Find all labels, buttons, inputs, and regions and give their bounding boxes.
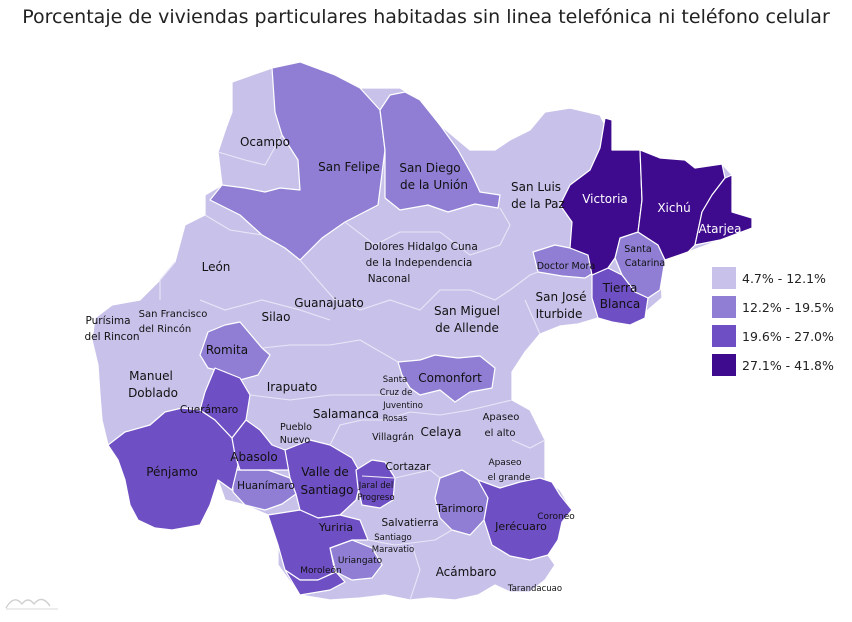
label-manuel-1: Manuel	[129, 369, 173, 383]
label-dolores-1: Dolores Hidalgo Cuna	[364, 241, 478, 253]
label-xichu: Xichú	[657, 201, 690, 215]
label-san-diego-1: San Diego	[399, 161, 460, 175]
label-jaral-1: Jaral del	[358, 481, 393, 491]
label-apaseo-grande-2: el grande	[488, 473, 531, 483]
label-salvatierra: Salvatierra	[381, 517, 438, 529]
label-tarimoro: Tarimoro	[435, 502, 484, 515]
legend-swatch	[712, 354, 736, 376]
label-salamanca: Salamanca	[313, 407, 379, 421]
label-celaya: Celaya	[421, 425, 462, 439]
legend-item: 4.7% - 12.1%	[712, 267, 834, 289]
legend-label: 4.7% - 12.1%	[742, 270, 826, 286]
label-purisima-1: Purísima	[85, 315, 130, 327]
region-huanimaro	[231, 469, 297, 511]
chart-title: Porcentaje de viviendas particulares hab…	[22, 6, 830, 28]
legend-item: 27.1% - 41.8%	[712, 354, 834, 376]
label-guanajuato: Guanajuato	[294, 296, 364, 310]
label-doctor-mora: Doctor Mora	[537, 261, 596, 272]
label-apaseo-grande-1: Apaseo	[488, 458, 522, 468]
label-san-francisco-1: San Francisco	[139, 309, 208, 320]
label-san-miguel-1: San Miguel	[434, 304, 500, 318]
label-penjamo: Pénjamo	[146, 465, 198, 479]
label-irapuato: Irapuato	[267, 380, 317, 394]
label-valle-2: Santiago	[301, 483, 354, 497]
region-uriangato	[329, 539, 383, 581]
label-acambaro: Acámbaro	[436, 565, 497, 579]
label-san-luis-2: de la Paz	[511, 197, 565, 211]
label-jerecuaro: Jerécuaro	[494, 520, 547, 533]
label-santa-catarina-1: Santa	[624, 244, 651, 255]
label-san-jose-1: San José	[536, 290, 587, 304]
label-comonfort: Comonfort	[418, 371, 482, 385]
legend: 4.7% - 12.1% 12.2% - 19.5% 19.6% - 27.0%…	[712, 267, 834, 383]
legend-swatch	[712, 296, 736, 318]
region-moroleon	[284, 569, 346, 596]
label-san-diego-2: de la Unión	[400, 178, 468, 192]
label-tierra-blanca-1: Tierra	[602, 281, 638, 295]
region-jaral-del-progreso	[355, 459, 396, 509]
label-huanimaro: Huanímaro	[237, 480, 295, 492]
label-san-jose-2: Iturbide	[536, 307, 583, 321]
label-dolores-2: de la Independencia	[366, 257, 473, 269]
region-jerecuaro	[477, 477, 573, 561]
legend-label: 27.1% - 41.8%	[742, 357, 834, 373]
legend-item: 19.6% - 27.0%	[712, 325, 834, 347]
label-san-luis-1: San Luis	[511, 180, 561, 194]
label-villagran: Villagrán	[372, 432, 414, 443]
legend-swatch	[712, 267, 736, 289]
region-san-diego-de-la-union	[379, 91, 501, 213]
label-santa-cruz-3: Juventino	[382, 401, 423, 411]
label-pueblo-nuevo-2: Nuevo	[280, 435, 311, 446]
region-victoria	[559, 117, 643, 276]
municipality-labels: Ocampo San Felipe San Diego de la Unión …	[84, 135, 741, 594]
region-valle-de-santiago	[284, 439, 363, 519]
legend-label: 19.6% - 27.0%	[742, 328, 834, 344]
label-dolores-3: Naconal	[368, 273, 411, 285]
label-jaral-2: Progreso	[357, 493, 394, 503]
legend-label: 12.2% - 19.5%	[742, 299, 834, 315]
label-manuel-2: Doblado	[128, 386, 178, 400]
legend-item: 12.2% - 19.5%	[712, 296, 834, 318]
label-silao: Silao	[262, 310, 291, 324]
label-santa-cruz-4: Rosas	[383, 414, 408, 424]
label-santa-catarina-2: Catarina	[625, 258, 665, 269]
label-pueblo-nuevo-1: Pueblo	[280, 422, 312, 433]
region-comonfort	[397, 354, 496, 403]
region-tarimoro	[434, 469, 489, 536]
label-tierra-blanca-2: Blanca	[600, 297, 640, 311]
label-san-felipe: San Felipe	[318, 160, 380, 174]
region-tierra-blanca	[591, 267, 649, 326]
label-leon: León	[202, 260, 231, 274]
label-uriangato: Uriangato	[338, 556, 383, 566]
label-apaseo-alto-2: el alto	[484, 428, 515, 439]
label-cortazar: Cortazar	[386, 461, 432, 473]
label-apaseo-alto-1: Apaseo	[483, 412, 520, 423]
label-santiago-2: Maravatio	[372, 545, 414, 555]
municipal-boundaries	[159, 134, 546, 601]
label-tarandacuao: Tarandacuao	[507, 584, 562, 594]
label-san-francisco-2: del Rincón	[139, 323, 191, 335]
label-purisima-2: del Rincon	[84, 331, 139, 343]
legend-swatch	[712, 325, 736, 347]
label-coroneo: Coroneo	[537, 512, 575, 522]
label-abasolo: Abasolo	[230, 450, 277, 464]
region-atarjea	[694, 174, 753, 246]
label-valle-1: Valle de	[301, 465, 349, 479]
logo-icon	[5, 598, 58, 610]
label-victoria: Victoria	[582, 192, 628, 206]
label-moroleon: Moroleón	[300, 565, 342, 576]
label-santa-cruz-1: Santa	[383, 375, 408, 385]
label-romita: Romita	[206, 343, 248, 357]
label-yuriria: Yuriria	[318, 521, 353, 534]
label-san-miguel-2: de Allende	[435, 321, 499, 335]
label-santiago-1: Santiago	[374, 533, 412, 543]
label-santa-cruz-2: Cruz de	[380, 388, 413, 398]
label-ocampo: Ocampo	[240, 135, 290, 149]
region-romita	[199, 321, 271, 381]
region-penjamo	[107, 407, 239, 531]
label-atarjea: Atarjea	[698, 222, 741, 236]
label-cueramaro: Cuerámaro	[180, 404, 238, 416]
